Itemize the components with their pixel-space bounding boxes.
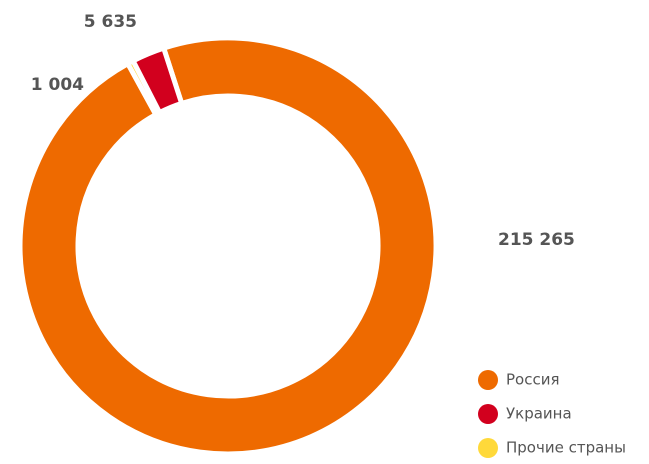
value-label: 1 004	[31, 75, 84, 95]
legend-swatch	[478, 370, 498, 390]
legend-swatch	[478, 404, 498, 424]
value-label: 215 265	[498, 230, 575, 250]
donut-slice	[129, 45, 185, 116]
donut-slice	[17, 35, 439, 457]
legend-swatch	[478, 438, 498, 458]
value-label: 5 635	[84, 12, 137, 32]
legend-label: Прочие страны	[506, 439, 626, 457]
legend-label: Украина	[506, 405, 572, 423]
legend-label: Россия	[506, 371, 560, 389]
